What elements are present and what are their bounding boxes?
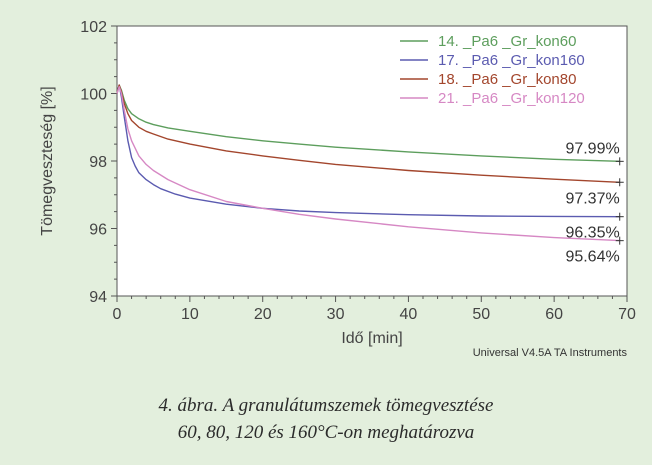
legend-label-3: 18. _Pa6 _Gr_kon80 bbox=[438, 71, 576, 88]
y-tick-label: 102 bbox=[80, 19, 107, 36]
x-axis-label: Idő [min] bbox=[341, 330, 402, 347]
x-tick-label: 70 bbox=[618, 306, 636, 323]
y-tick-label: 100 bbox=[80, 87, 107, 104]
x-tick-label: 50 bbox=[472, 306, 490, 323]
y-tick-label: 94 bbox=[89, 289, 107, 306]
x-tick-label: 60 bbox=[545, 306, 563, 323]
series-line-3 bbox=[116, 84, 620, 183]
x-tick-label: 30 bbox=[327, 306, 345, 323]
value-label-1: 97.99% bbox=[565, 140, 619, 157]
caption-line-1: 4. ábra. A granulátumszemek tömegvesztés… bbox=[158, 395, 494, 416]
series-line-1 bbox=[116, 84, 620, 162]
caption-line-2: 60, 80, 120 és 160°C-on meghatározva bbox=[177, 422, 475, 443]
x-tick-label: 40 bbox=[400, 306, 418, 323]
value-label-2: 97.37% bbox=[565, 190, 619, 207]
series-line-2 bbox=[116, 84, 620, 218]
x-tick-label: 20 bbox=[254, 306, 272, 323]
legend-label-1: 14. _Pa6 _Gr_kon60 bbox=[438, 33, 576, 50]
y-axis-label: Tömegveszteség [%] bbox=[39, 86, 56, 235]
value-label-3: 96.35% bbox=[565, 225, 619, 242]
y-tick-label: 98 bbox=[89, 154, 107, 171]
instrument-note: Universal V4.5A TA Instruments bbox=[473, 347, 628, 359]
x-tick-label: 10 bbox=[181, 306, 199, 323]
plot-area bbox=[116, 25, 628, 297]
y-tick-label: 96 bbox=[89, 222, 107, 239]
legend-label-4: 21. _Pa6 _Gr_kon120 bbox=[438, 90, 585, 107]
legend-label-2: 17. _Pa6 _Gr_kon160 bbox=[438, 52, 585, 69]
series-line-4 bbox=[116, 86, 620, 242]
x-tick-label: 0 bbox=[113, 306, 122, 323]
value-label-4: 95.64% bbox=[565, 249, 619, 266]
